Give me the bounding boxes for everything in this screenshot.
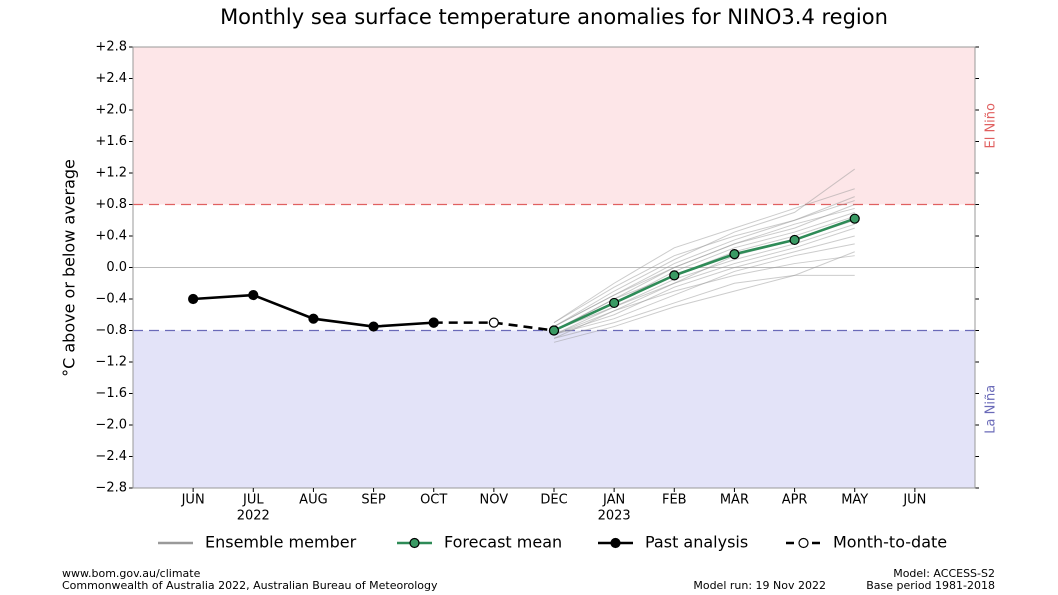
footer-text: Commonwealth of Australia 2022, Australi…	[62, 579, 438, 592]
threshold-region	[133, 47, 975, 205]
y-tick-label: +0.8	[95, 197, 127, 212]
legend-label: Forecast mean	[444, 533, 562, 552]
x-tick-label: DEC	[540, 493, 567, 508]
ensemble-line	[553, 196, 855, 324]
marker	[428, 317, 439, 328]
y-tick-label: +1.2	[95, 166, 127, 181]
ensemble-line	[553, 204, 855, 328]
chart-title: Monthly sea surface temperature anomalie…	[220, 5, 888, 29]
y-axis-label: °C above or below average	[60, 159, 79, 377]
footer-text: Base period 1981-2018	[866, 579, 995, 592]
x-tick-label: NOV	[480, 493, 509, 508]
marker	[609, 297, 620, 309]
y-tick-label: −2.0	[95, 418, 127, 433]
footer-text: www.bom.gov.au/climate	[62, 567, 201, 580]
y-tick-label: +2.0	[95, 103, 127, 118]
ensemble-line	[553, 274, 855, 339]
x-tick-label: OCT	[420, 493, 447, 508]
y-tick-label: −1.2	[95, 355, 127, 370]
marker	[368, 321, 379, 332]
y-tick-label: −0.8	[95, 323, 127, 338]
legend-marker	[798, 537, 809, 549]
x-tick-label: APR	[782, 493, 808, 508]
y-tick-label: −1.6	[95, 386, 127, 401]
legend-label: Past analysis	[645, 533, 748, 552]
x-tick-label: SEP	[361, 493, 385, 508]
ensemble-line	[553, 243, 855, 335]
footer-text: Model: ACCESS-S2	[893, 567, 995, 580]
legend-marker	[610, 537, 621, 549]
y-tick-label: +1.6	[95, 134, 127, 149]
threshold-region	[133, 330, 975, 488]
legend-marker	[409, 537, 420, 549]
marker	[729, 249, 740, 260]
threshold-label: La Niña	[984, 385, 999, 434]
x-tick-sublabel: 2022	[237, 509, 270, 524]
ensemble-line	[553, 235, 855, 335]
ensemble-line	[553, 251, 855, 343]
series-line	[553, 217, 856, 332]
x-tick-sublabel: 2023	[598, 509, 631, 524]
y-tick-label: +0.4	[95, 229, 127, 244]
y-tick-label: −2.8	[95, 481, 127, 496]
y-tick-label: −0.4	[95, 292, 127, 307]
x-tick-label: JUN	[902, 493, 926, 508]
x-tick-label: FEB	[662, 493, 687, 508]
legend-label: Month-to-date	[833, 533, 947, 552]
x-tick-label: AUG	[299, 493, 327, 508]
x-tick-label: JUN	[181, 493, 205, 508]
x-tick-label: JUL	[242, 493, 264, 508]
footer-text: Model run: 19 Nov 2022	[693, 579, 826, 592]
y-tick-label: 0.0	[106, 260, 127, 275]
x-tick-label: JAN	[602, 493, 625, 508]
legend-label: Ensemble member	[205, 533, 357, 552]
marker	[849, 213, 860, 224]
ensemble-line	[553, 227, 855, 339]
marker	[789, 234, 800, 246]
x-tick-label: MAY	[841, 493, 868, 508]
y-tick-label: +2.8	[95, 40, 127, 55]
marker	[248, 289, 259, 301]
marker	[669, 270, 680, 281]
marker	[488, 317, 499, 328]
marker	[188, 293, 199, 305]
y-tick-label: +2.4	[95, 71, 127, 86]
threshold-label: El Niño	[984, 103, 999, 149]
y-tick-label: −2.4	[95, 449, 127, 464]
x-tick-label: MAR	[720, 493, 749, 508]
marker	[548, 325, 560, 336]
marker	[308, 313, 319, 324]
